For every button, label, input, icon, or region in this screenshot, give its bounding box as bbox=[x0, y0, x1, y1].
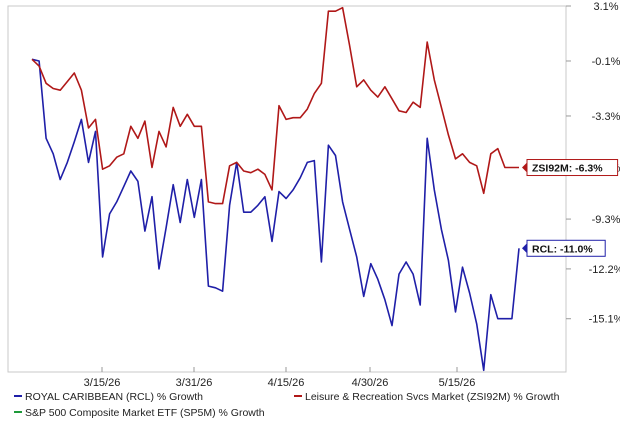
y-tick-label: 3.1% bbox=[593, 1, 618, 13]
x-axis: 3/15/26 3/31/26 4/15/26 4/30/26 5/15/26 bbox=[84, 367, 476, 389]
y-tick-label: -3.3% bbox=[592, 111, 620, 123]
series-line-0 bbox=[31, 58, 520, 372]
end-label-box bbox=[526, 239, 606, 257]
end-label-text: ZSI92M: -6.3% bbox=[532, 163, 603, 175]
x-tick-label: 3/31/26 bbox=[176, 377, 213, 389]
end-label-text: RCL: -11.0% bbox=[532, 243, 593, 255]
series-layer bbox=[31, 6, 520, 372]
legend-entry: S&P 500 Composite Market ETF (SP5M) % Gr… bbox=[25, 407, 265, 419]
x-tick-label: 4/15/26 bbox=[268, 377, 305, 389]
legend-entry: ROYAL CARIBBEAN (RCL) % Growth bbox=[25, 391, 203, 403]
y-tick-label: -0.1% bbox=[592, 56, 620, 68]
legend: ROYAL CARIBBEAN (RCL) % Growth Leisure & … bbox=[14, 391, 560, 419]
x-tick-label: 5/15/26 bbox=[439, 377, 476, 389]
legend-entry: Leisure & Recreation Svcs Market (ZSI92M… bbox=[305, 391, 560, 403]
end-label-pointer bbox=[522, 243, 527, 254]
x-tick-label: 4/30/26 bbox=[352, 377, 389, 389]
y-tick-label: -12.2% bbox=[589, 264, 620, 276]
y-tick-label: -15.1% bbox=[589, 314, 620, 326]
x-tick-label: 3/15/26 bbox=[84, 377, 121, 389]
end-label-layer: RCL: -11.0% ZSI92M: -6.3% bbox=[522, 159, 619, 257]
end-label-box bbox=[526, 159, 619, 177]
y-tick-label: -9.3% bbox=[592, 214, 620, 226]
series-line-1 bbox=[31, 6, 519, 205]
end-label-pointer bbox=[522, 162, 527, 173]
